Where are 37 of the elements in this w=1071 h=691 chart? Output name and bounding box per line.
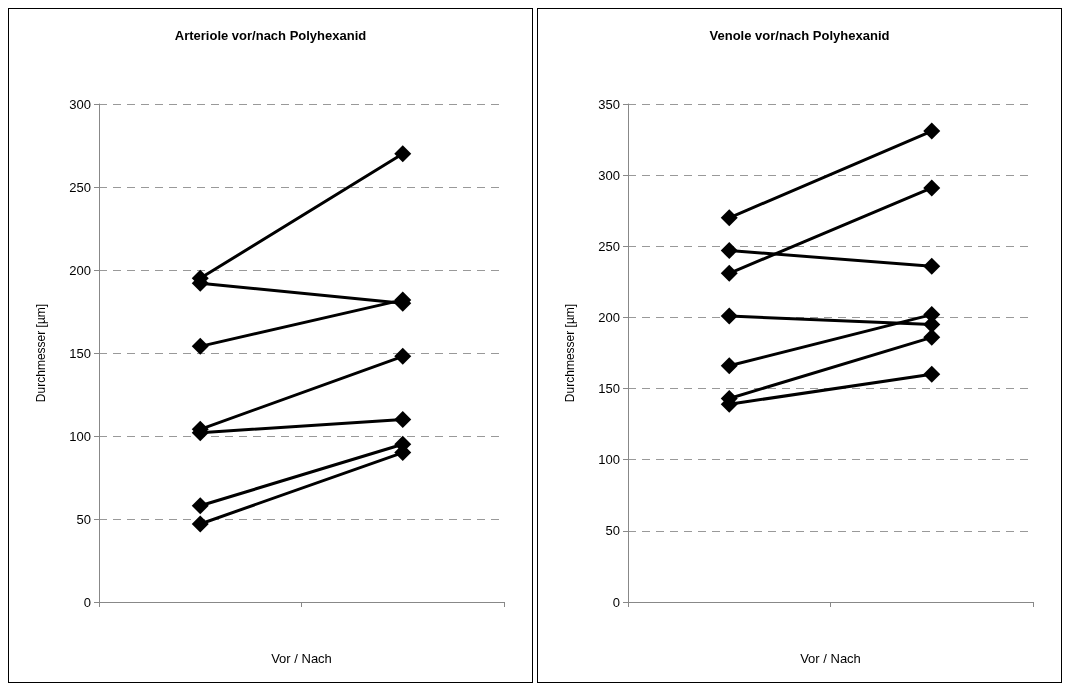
point (191, 337, 209, 355)
point (720, 209, 738, 227)
y-axis-title: Durchmesser [µm] (34, 303, 48, 403)
y-tick-label: 250 (598, 238, 620, 254)
y-tick-label: 300 (69, 96, 91, 112)
point (191, 515, 209, 533)
y-tick-label: 200 (69, 262, 91, 278)
y-tick-label: 50 (76, 511, 91, 527)
y-tick-label: 0 (83, 594, 91, 610)
point (720, 264, 738, 282)
point (923, 328, 941, 346)
point (394, 347, 412, 365)
y-tick-label: 150 (69, 345, 91, 361)
y-axis-title: Durchmesser [µm] (563, 303, 577, 403)
point (394, 410, 412, 428)
point (720, 357, 738, 375)
point (923, 257, 941, 275)
point (720, 307, 738, 325)
chart-title: Arteriole vor/nach Polyhexanid (174, 28, 367, 43)
point (923, 365, 941, 383)
y-tick-label: 300 (598, 167, 620, 183)
y-tick-label: 350 (598, 96, 620, 112)
y-tick-label: 250 (69, 179, 91, 195)
y-tick-label: 0 (612, 594, 620, 610)
x-axis-title: Vor / Nach (800, 651, 861, 666)
chart-title: Venole vor/nach Polyhexanid (709, 28, 890, 43)
x-axis-title: Vor / Nach (271, 651, 332, 666)
point (720, 242, 738, 260)
y-tick-label: 150 (598, 381, 620, 397)
y-tick-label: 100 (598, 452, 620, 468)
y-tick-label: 200 (598, 309, 620, 325)
y-tick-label: 100 (69, 428, 91, 444)
point (394, 145, 412, 163)
point (923, 122, 941, 140)
y-tick-label: 50 (605, 523, 620, 539)
point (191, 497, 209, 515)
point (923, 179, 941, 197)
